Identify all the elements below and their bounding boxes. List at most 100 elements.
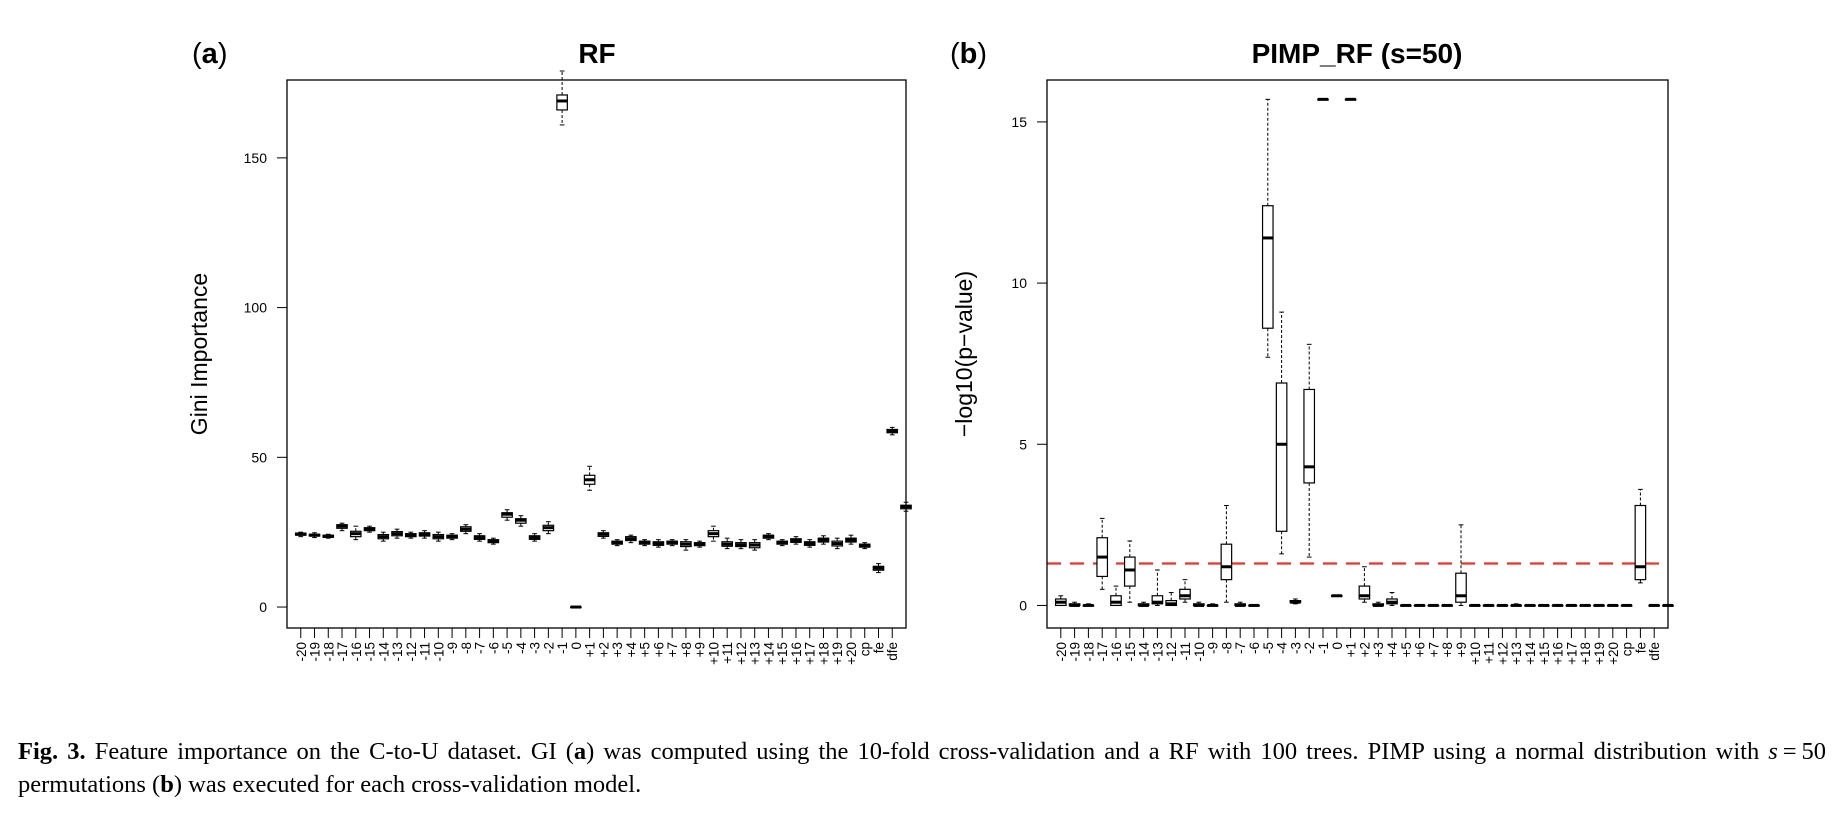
x-tick-label: fe bbox=[871, 642, 886, 653]
y-axis-label: Gini Importance bbox=[186, 273, 212, 435]
boxplot-+10 bbox=[707, 525, 720, 542]
x-tick-label: +3 bbox=[1371, 642, 1386, 657]
caption-text-4: ) was executed for each cross-validation… bbox=[173, 771, 642, 798]
x-tick-label: +9 bbox=[693, 642, 708, 657]
x-tick-label: -18 bbox=[321, 642, 336, 662]
boxplot-+10 bbox=[1468, 603, 1481, 607]
x-tick-label: -16 bbox=[349, 642, 364, 662]
x-tick-label: -7 bbox=[473, 642, 488, 654]
boxplot--14 bbox=[1137, 601, 1150, 607]
boxplot--19 bbox=[1068, 601, 1081, 607]
boxplot--9 bbox=[446, 533, 458, 541]
boxplot-fe bbox=[872, 563, 885, 574]
boxplot-+7 bbox=[666, 539, 678, 547]
x-tick-label: +12 bbox=[1495, 642, 1510, 665]
x-tick-label: +3 bbox=[610, 642, 625, 657]
boxplot-+14 bbox=[1524, 603, 1536, 607]
x-tick-label: +15 bbox=[1537, 642, 1552, 665]
boxplot-+15 bbox=[1537, 603, 1550, 607]
x-tick-label: +13 bbox=[748, 642, 763, 665]
boxplot-+19 bbox=[1593, 603, 1605, 607]
x-tick-label: +17 bbox=[1564, 642, 1579, 665]
boxplot-+6 bbox=[1413, 603, 1426, 607]
x-tick-label: +8 bbox=[1440, 642, 1455, 657]
boxplot-+2 bbox=[1358, 566, 1371, 603]
boxplot--3 bbox=[528, 533, 541, 542]
x-tick-label: 0 bbox=[1330, 642, 1345, 650]
x-tick-label: +2 bbox=[1357, 642, 1372, 657]
x-tick-label: +14 bbox=[761, 642, 776, 665]
x-tick-label: +13 bbox=[1509, 642, 1524, 665]
panel-letter-text: b bbox=[960, 38, 978, 70]
x-tick-label: fe bbox=[1633, 642, 1648, 653]
x-tick-label: +18 bbox=[1578, 642, 1593, 665]
x-tick-label: -7 bbox=[1233, 642, 1248, 654]
y-tick-label: 15 bbox=[1011, 114, 1027, 130]
x-tick-label: -17 bbox=[335, 642, 350, 662]
x-tick-label: +11 bbox=[1482, 642, 1497, 664]
x-tick-label: +8 bbox=[679, 642, 694, 657]
boxplot--15 bbox=[1123, 540, 1136, 603]
x-tick-label: -4 bbox=[1275, 642, 1290, 654]
boxplot--6 bbox=[487, 537, 500, 545]
y-tick-label: 150 bbox=[244, 150, 268, 166]
plot-frame bbox=[1046, 79, 1669, 629]
box-iqr bbox=[1303, 388, 1316, 484]
x-tick-label: +2 bbox=[596, 642, 611, 657]
x-tick-label: +6 bbox=[1413, 642, 1428, 657]
boxplot--5 bbox=[1261, 98, 1274, 358]
x-tick-label: +1 bbox=[1344, 642, 1359, 657]
x-tick-label: +19 bbox=[830, 642, 845, 665]
x-tick-label: -20 bbox=[294, 642, 309, 662]
x-tick-label: -13 bbox=[1150, 642, 1165, 662]
x-tick-label: -20 bbox=[1054, 642, 1069, 662]
box-iqr bbox=[1358, 585, 1371, 600]
boxplot-+3 bbox=[1372, 601, 1385, 607]
boxplot-+1 bbox=[583, 465, 596, 491]
caption-bold-a: a bbox=[573, 738, 587, 765]
x-tick-label: +4 bbox=[1385, 642, 1400, 658]
x-tick-label: -11 bbox=[1178, 642, 1193, 661]
x-tick-label: -18 bbox=[1081, 642, 1096, 662]
boxplot-+3 bbox=[611, 539, 623, 547]
x-tick-label: dfe bbox=[1647, 642, 1662, 661]
x-tick-label: -9 bbox=[1206, 642, 1221, 654]
boxplot--15 bbox=[363, 525, 376, 533]
boxplot--10 bbox=[432, 531, 445, 542]
caption-text-3: = 50 permutations ( bbox=[18, 738, 1826, 798]
boxplot--4 bbox=[515, 515, 527, 527]
x-tick-label: +5 bbox=[638, 642, 653, 657]
x-tick-label: +9 bbox=[1454, 642, 1469, 657]
x-tick-label: -2 bbox=[1302, 642, 1317, 654]
boxplot-+4 bbox=[625, 534, 637, 544]
caption-fig-label: Fig. 3. bbox=[18, 738, 86, 765]
x-tick-label: +6 bbox=[651, 642, 666, 657]
boxplot-+1 bbox=[1344, 97, 1357, 101]
boxplot-+4 bbox=[1386, 592, 1398, 606]
boxplot-+15 bbox=[776, 539, 789, 547]
boxplot--6 bbox=[1248, 603, 1260, 607]
x-tick-label: +14 bbox=[1523, 642, 1538, 665]
box-iqr bbox=[1455, 572, 1467, 603]
x-tick-label: -14 bbox=[1137, 642, 1152, 662]
box-iqr bbox=[1220, 543, 1233, 581]
x-tick-label: +10 bbox=[1468, 642, 1483, 665]
caption-var-s: s bbox=[1768, 738, 1778, 765]
boxplot--18 bbox=[1082, 603, 1095, 607]
boxplot--20 bbox=[294, 531, 307, 538]
x-tick-label: +17 bbox=[803, 642, 818, 665]
x-tick-label: dfe bbox=[885, 642, 900, 661]
x-tick-label: +20 bbox=[844, 642, 859, 665]
box-iqr bbox=[1151, 595, 1164, 605]
x-tick-label: +7 bbox=[1426, 642, 1441, 657]
panel-letter: (a) bbox=[192, 38, 227, 70]
boxplot-+2 bbox=[597, 530, 610, 539]
panel-letter: (b) bbox=[950, 38, 987, 70]
x-tick-label: -9 bbox=[445, 642, 460, 654]
boxplot--7 bbox=[473, 533, 486, 542]
x-tick-label: -12 bbox=[404, 642, 419, 662]
boxplot-+7 bbox=[1427, 603, 1440, 607]
boxplot--17 bbox=[336, 522, 348, 532]
box-iqr bbox=[1634, 504, 1647, 581]
boxplot-0 bbox=[570, 605, 582, 609]
